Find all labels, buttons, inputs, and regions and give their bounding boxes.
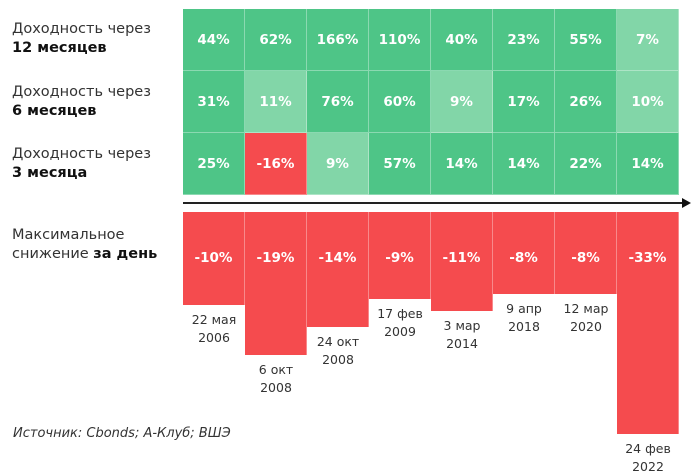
drawdown-date: 24 окт 2008 [307,333,369,369]
drawdown-date: 22 мая 2006 [183,311,245,347]
drawdown-date: 12 мар 2020 [555,300,617,336]
drawdown-date-day: 24 окт [316,334,360,349]
heatmap-cell: 7% [617,9,679,71]
heatmap-cell: -16% [245,133,307,195]
drawdown-bar: -8% [555,212,617,294]
time-axis [183,202,683,204]
drawdown-date-year: 2018 [508,319,540,334]
heatmap-cell: 76% [307,71,369,133]
drawdown-bar: -11% [431,212,493,311]
source-note: Источник: Cbonds; А-Клуб; ВШЭ [13,426,231,441]
drawdown-bar: -33% [617,212,679,434]
heatmap-cell: 57% [369,133,431,195]
heatmap-cell: 110% [369,9,431,71]
heatmap-cell: 60% [369,71,431,133]
heatmap-cell: 31% [183,71,245,133]
heatmap-cell: 22% [555,133,617,195]
drawdown-date-day: 3 мар [443,318,481,333]
heatmap-cell: 26% [555,71,617,133]
drawdown-date-year: 2006 [198,330,230,345]
row-label-12m: Доходность через 12 месяцев [12,20,151,58]
drawdown-date-year: 2014 [446,336,478,351]
drawdown-date-day: 9 апр [506,301,542,316]
heatmap-cell: 14% [431,133,493,195]
drawdown-label: Максимальное снижение за день [12,226,157,264]
drawdown-date: 24 фев 2022 [617,440,679,476]
drawdown-date-day: 12 мар [563,301,609,316]
row-label-6m-line2: 6 месяцев [12,103,97,119]
heatmap-cell: 9% [431,71,493,133]
drawdown-label-bold: за день [93,246,158,262]
heatmap-cell: 14% [617,133,679,195]
drawdown-bar: -19% [245,212,307,355]
drawdown-date: 6 окт 2008 [245,361,307,397]
drawdown-date-year: 2020 [570,319,602,334]
heatmap-cell: 166% [307,9,369,71]
drawdown-label-line2: снижение [12,246,94,262]
heatmap-cell: 14% [493,133,555,195]
heatmap-cell: 23% [493,9,555,71]
row-label-12m-line1: Доходность через [12,21,151,37]
heatmap-cell: 55% [555,9,617,71]
heatmap-cell: 44% [183,9,245,71]
heatmap-cell: 17% [493,71,555,133]
row-label-12m-line2: 12 месяцев [12,40,107,56]
heatmap-cell: 62% [245,9,307,71]
drawdown-bar: -10% [183,212,245,305]
axis-arrow-icon [682,198,691,208]
drawdown-bar: -8% [493,212,555,294]
heatmap-cell: 10% [617,71,679,133]
drawdown-label-line1: Максимальное [12,227,125,243]
drawdown-date-year: 2009 [384,324,416,339]
drawdown-date-day: 6 окт [258,362,294,377]
heatmap-cell: 40% [431,9,493,71]
drawdown-bar: -9% [369,212,431,299]
heatmap-cell: 25% [183,133,245,195]
row-label-3m-line2: 3 месяца [12,165,88,181]
heatmap-cell: 11% [245,71,307,133]
drawdown-date-year: 2022 [632,459,664,474]
drawdown-bar: -14% [307,212,369,327]
drawdown-date-year: 2008 [260,380,292,395]
drawdown-date-year: 2008 [322,352,354,367]
row-label-6m-line1: Доходность через [12,84,151,100]
drawdown-date-day: 24 фев [625,441,671,456]
row-label-3m-line1: Доходность через [12,146,151,162]
drawdown-date: 3 мар 2014 [431,317,493,353]
drawdown-date-day: 22 мая [191,312,237,327]
drawdown-date-day: 17 фев [377,306,423,321]
row-label-6m: Доходность через 6 месяцев [12,83,151,121]
drawdown-date: 17 фев 2009 [369,305,431,341]
heatmap-cell: 9% [307,133,369,195]
row-label-3m: Доходность через 3 месяца [12,145,151,183]
drawdown-date: 9 апр 2018 [493,300,555,336]
